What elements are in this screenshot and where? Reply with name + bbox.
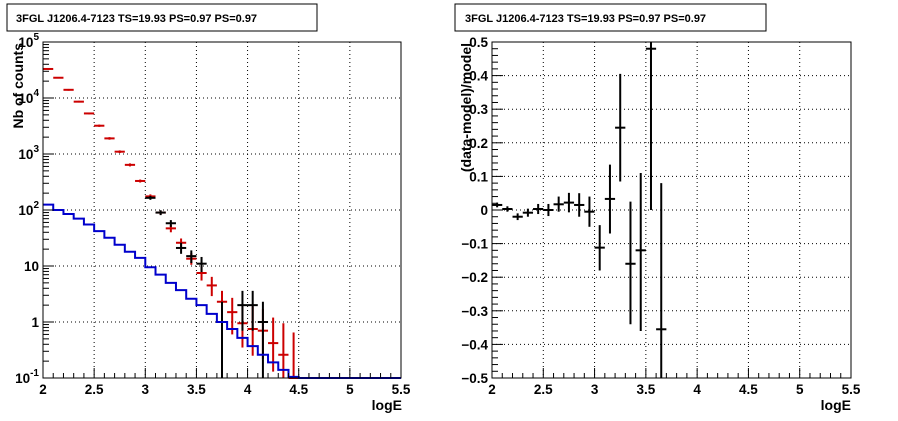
- y-tick-label: 102: [18, 200, 39, 218]
- x-tick-label: 2: [39, 382, 47, 397]
- data-point: [533, 203, 544, 215]
- data-point: [216, 301, 228, 378]
- data-point: [83, 112, 95, 115]
- residual-title-box: [454, 3, 767, 32]
- y-tick-label: 0.3: [469, 102, 488, 117]
- data-point: [604, 164, 616, 234]
- data-point: [145, 195, 156, 200]
- x-tick-label: 5: [796, 382, 804, 397]
- data-point: [247, 290, 258, 331]
- y-tick-label: −0.2: [461, 270, 488, 285]
- data-point: [645, 42, 657, 210]
- x-tick-label: 4.5: [739, 382, 758, 397]
- y-tick-label: 0.1: [469, 169, 488, 184]
- residual-panel: 3FGL J1206.4-7123 TS=19.93 PS=0.97 PS=0.…: [454, 3, 861, 413]
- x-tick-label: 2.5: [534, 382, 553, 397]
- x-tick-label: 3.5: [187, 382, 206, 397]
- data-point: [257, 301, 269, 378]
- data-point: [155, 210, 166, 216]
- residual-x-axis-title: logE: [821, 397, 851, 413]
- counts-panel: 3FGL J1206.4-7123 TS=19.93 PS=0.97 PS=0.…: [6, 3, 411, 413]
- y-tick-label: 0: [480, 203, 488, 218]
- counts-axes: 2 2.5 3 3.5 4 4.5 5 5.5 10-1 1 10 102 103 104 105: [15, 32, 411, 397]
- data-point: [73, 100, 84, 103]
- y-tick-label: −0.3: [461, 304, 488, 319]
- y-tick-label: −0.1: [461, 237, 488, 252]
- counts-y-axis-title: Nb of counts: [10, 43, 26, 129]
- data-point: [63, 88, 74, 91]
- x-tick-label: 4: [693, 382, 701, 397]
- data-point: [625, 201, 636, 325]
- x-tick-label: 4: [244, 382, 252, 397]
- y-tick-label: 0.2: [469, 136, 488, 151]
- counts-title: 3FGL J1206.4-7123 TS=19.93 PS=0.97 PS=0.…: [16, 13, 257, 25]
- counts-grid: [43, 42, 401, 378]
- residual-series: [492, 42, 667, 378]
- x-tick-label: 2.5: [85, 382, 104, 397]
- data-point: [635, 173, 646, 331]
- y-tick-label: 105: [18, 32, 39, 50]
- data-point: [114, 150, 125, 154]
- data-point: [502, 206, 513, 212]
- x-tick-label: 4.5: [289, 382, 308, 397]
- x-tick-label: 5.5: [392, 382, 411, 397]
- data-point: [594, 225, 605, 271]
- model-step-line: [43, 203, 401, 379]
- y-tick-label: 0.5: [469, 35, 488, 50]
- data-point: [43, 67, 54, 70]
- y-tick-label: 0.4: [469, 69, 488, 84]
- data-point: [196, 256, 207, 273]
- data-point: [656, 183, 667, 378]
- residual-grid: [492, 42, 851, 378]
- y-tick-label: −0.5: [461, 371, 488, 386]
- y-tick-label: 10-1: [15, 368, 39, 386]
- y-tick-label: 1: [31, 315, 39, 330]
- x-tick-label: 3: [591, 382, 599, 397]
- data-point: [574, 193, 585, 217]
- x-tick-label: 5: [346, 382, 354, 397]
- counts-x-axis-title: logE: [372, 397, 402, 413]
- counts-title-box: [6, 3, 318, 32]
- data-point: [135, 179, 146, 183]
- x-tick-label: 3.5: [636, 382, 655, 397]
- y-tick-label: −0.4: [461, 337, 488, 352]
- data-point: [615, 73, 626, 182]
- data-point: [288, 332, 299, 379]
- data-point: [206, 276, 217, 297]
- data-point: [543, 203, 554, 217]
- data-point: [268, 317, 279, 372]
- residual-y-axis-title: (data-model)/model: [458, 43, 474, 172]
- data-point: [94, 124, 105, 127]
- data-point: [512, 213, 523, 221]
- data-point: [584, 196, 595, 227]
- data-point: [553, 196, 564, 212]
- data-point: [522, 208, 534, 217]
- x-tick-label: 3: [142, 382, 150, 397]
- data-point: [124, 163, 136, 167]
- data-point: [165, 220, 176, 227]
- x-tick-label: 2: [488, 382, 496, 397]
- data-point: [175, 242, 187, 254]
- residual-title: 3FGL J1206.4-7123 TS=19.93 PS=0.97 PS=0.…: [465, 13, 706, 25]
- data-point: [186, 250, 197, 264]
- y-tick-label: 10: [24, 259, 39, 274]
- x-tick-label: 5.5: [842, 382, 861, 397]
- counts-series: [43, 67, 401, 379]
- data-point: [53, 76, 64, 79]
- data-point: [563, 192, 575, 213]
- data-point: [104, 137, 115, 140]
- y-tick-label: 103: [18, 144, 39, 162]
- residual-axes: 2 2.5 3 3.5 4 4.5 5 5.5 −0.5 −0.4 −0.3 −0.2 −0.1 0 0.1…: [461, 35, 861, 397]
- y-tick-label: 104: [18, 88, 39, 106]
- data-point: [237, 290, 248, 331]
